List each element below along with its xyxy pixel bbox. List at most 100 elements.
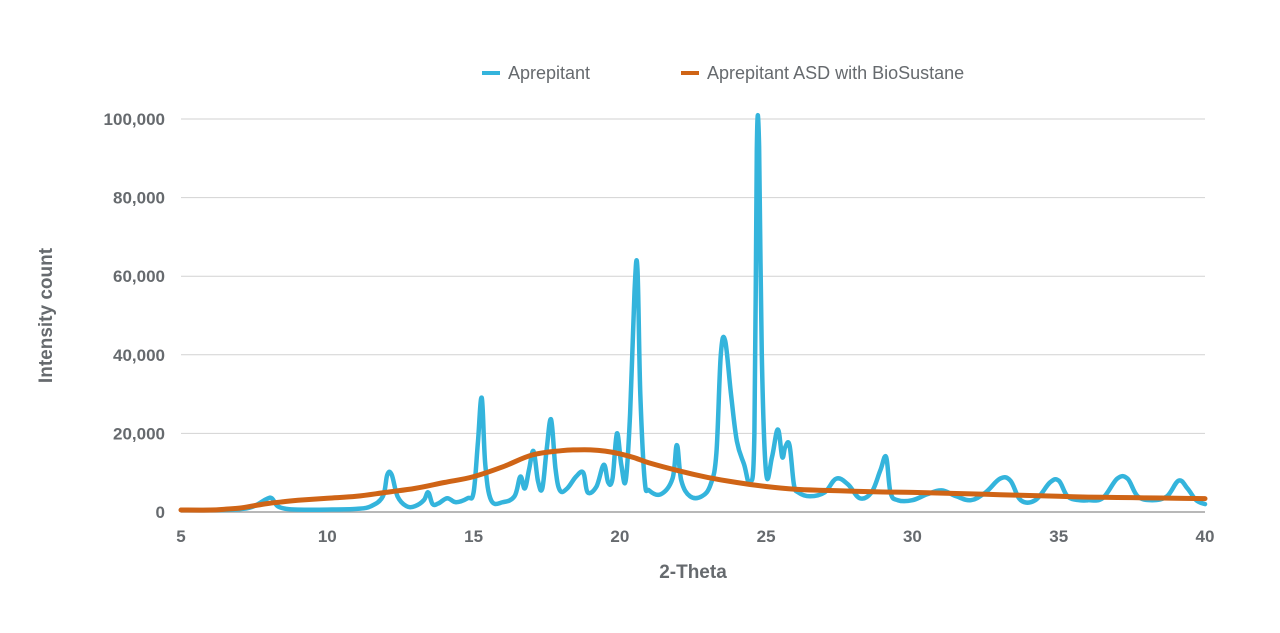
- data-point: [224, 508, 226, 510]
- data-point: [327, 509, 329, 511]
- data-point: [391, 474, 393, 476]
- data-point: [789, 444, 791, 446]
- data-point: [561, 450, 563, 452]
- data-point: [524, 488, 526, 490]
- data-point: [528, 468, 530, 470]
- y-tick-label: 20,000: [113, 424, 165, 443]
- data-point: [771, 456, 773, 458]
- data-point: [604, 450, 606, 452]
- x-tick-label: 15: [464, 527, 483, 546]
- data-point: [1175, 497, 1177, 499]
- data-point: [912, 499, 914, 501]
- data-point: [1058, 480, 1060, 482]
- data-point: [1204, 503, 1206, 505]
- data-point: [477, 441, 479, 443]
- data-point: [897, 499, 899, 501]
- x-tick-label: 30: [903, 527, 922, 546]
- data-point: [382, 496, 384, 498]
- data-point: [485, 464, 487, 466]
- data-point: [809, 496, 811, 498]
- data-point: [724, 340, 726, 342]
- data-point: [999, 478, 1001, 480]
- data-point: [648, 490, 650, 492]
- data-point: [1020, 499, 1022, 501]
- data-point: [277, 505, 279, 507]
- data-point: [427, 492, 429, 494]
- data-point: [607, 482, 609, 484]
- x-tick-label: 25: [757, 527, 776, 546]
- data-point: [781, 456, 783, 458]
- data-point: [286, 508, 288, 510]
- data-point: [678, 470, 680, 472]
- data-point: [537, 480, 539, 482]
- data-point: [754, 433, 756, 435]
- data-point: [180, 509, 182, 511]
- data-point: [265, 499, 267, 501]
- data-point: [385, 492, 387, 494]
- y-axis-title: Intensity count: [36, 247, 57, 383]
- data-point: [473, 476, 475, 478]
- data-point: [612, 478, 614, 480]
- data-point: [970, 499, 972, 501]
- data-point: [446, 497, 448, 499]
- data-point: [765, 486, 767, 488]
- data-point: [520, 476, 522, 478]
- data-point: [566, 488, 568, 490]
- data-point: [455, 501, 457, 503]
- legend-label-aprepitant-asd: Aprepitant ASD with BioSustane: [707, 63, 964, 83]
- data-point: [1116, 497, 1118, 499]
- data-point: [736, 441, 738, 443]
- data-point: [836, 478, 838, 480]
- data-point: [634, 457, 636, 459]
- data-point: [637, 268, 639, 270]
- data-point: [1010, 480, 1012, 482]
- data-point: [555, 468, 557, 470]
- data-point: [397, 496, 399, 498]
- data-point: [784, 446, 786, 448]
- data-point: [559, 490, 561, 492]
- x-tick-label: 40: [1196, 527, 1215, 546]
- data-point: [912, 492, 914, 494]
- data-point: [761, 354, 763, 356]
- series-line-aprepitant-asd: [178, 447, 1208, 513]
- data-point: [587, 492, 589, 494]
- data-point: [546, 448, 548, 450]
- data-point: [603, 464, 605, 466]
- data-point: [297, 509, 299, 511]
- x-tick-label: 20: [610, 527, 629, 546]
- data-point: [879, 470, 881, 472]
- legend-item-aprepitant-asd: Aprepitant ASD with BioSustane: [681, 63, 964, 83]
- data-point: [793, 484, 795, 486]
- data-point: [253, 505, 255, 507]
- x-axis-ticks: 5 10 15 20 25 30 35 40: [176, 527, 1214, 546]
- x-tick-label: 35: [1049, 527, 1068, 546]
- data-point: [616, 433, 618, 435]
- data-point: [720, 354, 722, 356]
- data-point: [758, 146, 760, 148]
- data-point: [640, 393, 642, 395]
- data-point: [370, 505, 372, 507]
- data-point: [847, 484, 849, 486]
- data-point: [575, 449, 577, 451]
- data-point: [444, 482, 446, 484]
- y-tick-label: 100,000: [104, 110, 165, 129]
- series-line-aprepitant: [178, 113, 1208, 513]
- data-point: [583, 472, 585, 474]
- data-point: [327, 497, 329, 499]
- data-point: [689, 496, 691, 498]
- data-point: [387, 474, 389, 476]
- data-point: [882, 491, 884, 493]
- data-point: [432, 503, 434, 505]
- data-point: [619, 453, 621, 455]
- data-point: [1078, 499, 1080, 501]
- data-point: [634, 291, 636, 293]
- y-tick-label: 0: [156, 503, 165, 522]
- data-point: [1127, 478, 1129, 480]
- data-point: [406, 505, 408, 507]
- data-point: [533, 450, 535, 452]
- data-point: [514, 496, 516, 498]
- data-point: [1058, 496, 1060, 498]
- data-point: [730, 393, 732, 395]
- data-point: [590, 449, 592, 451]
